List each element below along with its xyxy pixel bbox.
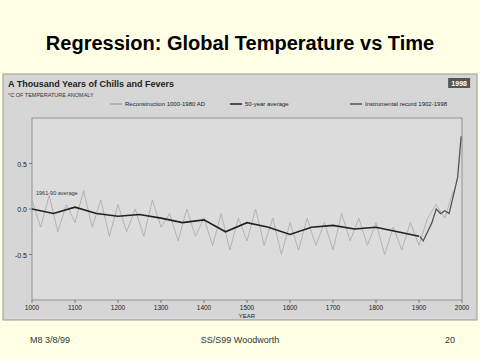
x-label: YEAR (239, 313, 256, 319)
x-tick-label: 1000 (25, 304, 40, 311)
slide-title: Regression: Global Temperature vs Time (46, 32, 434, 54)
x-tick (376, 300, 377, 303)
slide: Regression: Global Temperature vs Time A … (0, 0, 480, 360)
x-tick-label: 1500 (240, 304, 255, 311)
legend-label: Reconstruction 1000-1980 AD (125, 101, 206, 107)
y-tick-label: 0.0 (17, 206, 27, 213)
series-line (420, 136, 461, 241)
x-tick-label: 2000 (455, 304, 470, 311)
legend-swatch (230, 103, 242, 105)
annotation-box (448, 78, 470, 88)
x-tick-label: 1900 (412, 304, 427, 311)
y-tick-label: -0.5 (15, 252, 27, 259)
x-tick (161, 300, 162, 303)
x-tick-label: 1800 (369, 304, 384, 311)
annotation: 1961-90 average (36, 190, 78, 196)
x-tick (247, 300, 248, 303)
x-tick-label: 1600 (283, 304, 298, 311)
legend-swatch (110, 103, 122, 105)
y-tick (29, 209, 32, 210)
x-tick-label: 1700 (326, 304, 341, 311)
legend-label: 50-year average (245, 101, 289, 107)
y-tick (29, 254, 32, 255)
y-tick-label: 0.5 (17, 161, 27, 168)
x-tick (75, 300, 76, 303)
x-tick-label: 1300 (154, 304, 169, 311)
x-tick (419, 300, 420, 303)
plot-data (32, 136, 461, 254)
legend: Reconstruction 1000-1980 AD 50-year avera… (110, 101, 448, 107)
footer-center: SS/S99 Woodworth (201, 335, 279, 345)
x-tick (204, 300, 205, 303)
x-tick-label: 1100 (68, 304, 82, 311)
series-line (32, 191, 453, 255)
y-label: °C OF TEMPERATURE ANOMALY (8, 92, 94, 98)
chart-panel (3, 74, 477, 320)
plot-frame (32, 118, 462, 300)
x-tick (290, 300, 291, 303)
y-tick (29, 163, 32, 164)
legend-label: Instrumental record 1902-1998 (365, 101, 448, 107)
x-tick (118, 300, 119, 303)
footer-left: M8 3/8/99 (30, 335, 70, 345)
x-tick-label: 1400 (197, 304, 212, 311)
series-line (32, 207, 419, 236)
legend-swatch (350, 103, 362, 105)
chart-title: A Thousand Years of Chills and Fevers (8, 79, 174, 89)
annotation: 1998 (451, 80, 467, 87)
x-tick (32, 300, 33, 303)
x-tick (462, 300, 463, 303)
footer-right: 20 (445, 335, 455, 345)
x-tick (333, 300, 334, 303)
x-tick-label: 1200 (111, 304, 126, 311)
